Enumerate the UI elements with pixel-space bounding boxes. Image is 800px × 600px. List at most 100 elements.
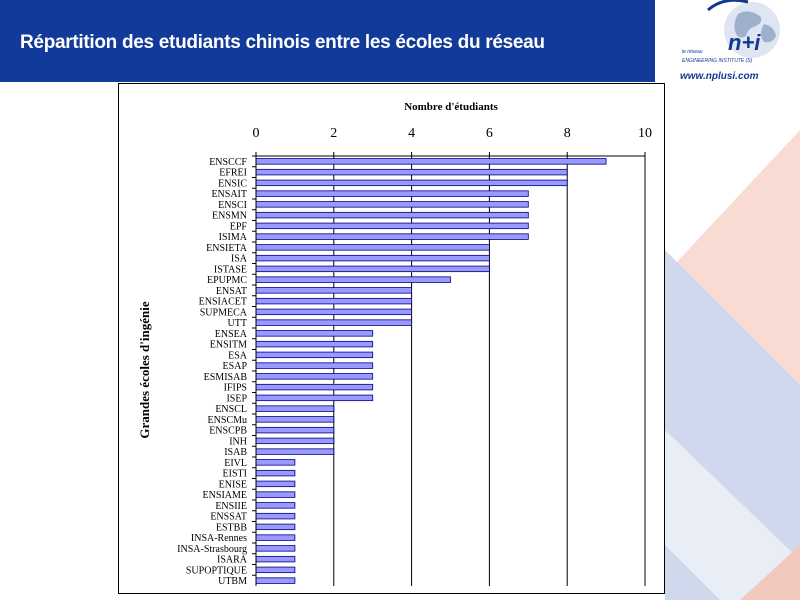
bar [255, 405, 335, 412]
category-label: ISIMA [219, 232, 248, 243]
category-label: ESAP [223, 361, 248, 372]
logo-url-link[interactable]: www.nplusi.com [680, 71, 759, 82]
bar-chart: ENSCCFEFREIENSICENSAITENSCIENSMNEPFISIMA… [137, 101, 653, 587]
bar [255, 502, 296, 509]
bar [255, 534, 296, 541]
category-label: ENSCI [218, 200, 247, 211]
category-label: EIVL [224, 458, 247, 469]
logo-tagline-1: le réseau [682, 49, 703, 55]
category-label: ENSEA [215, 329, 248, 340]
category-label: ENSCCF [209, 157, 247, 168]
category-label: ENSIC [218, 178, 247, 189]
bar [255, 459, 296, 466]
bar [255, 254, 490, 262]
category-label: SUPOPTIQUE [186, 565, 247, 576]
category-label: EISTI [223, 469, 247, 480]
x-tick-label: 10 [638, 126, 652, 141]
category-label: INSA-Rennes [191, 533, 247, 544]
bar [255, 480, 296, 488]
category-label: EPF [230, 221, 248, 232]
axes [252, 152, 646, 586]
x-tick-label: 2 [330, 126, 337, 141]
category-label: ENSCL [215, 404, 247, 415]
bar [255, 545, 296, 552]
slide-title: Répartition des etudiants chinois entre … [20, 32, 545, 53]
bar [255, 362, 374, 369]
bar [255, 330, 374, 337]
logo-globe-icon [707, 0, 780, 58]
category-label: IFIPS [224, 383, 247, 394]
logo-brand: n+i [728, 30, 761, 55]
category-label: ENSAIT [211, 189, 247, 200]
y-axis-label: Grandes écoles d'ingénie [137, 301, 152, 438]
bar [255, 351, 374, 359]
bar [255, 577, 296, 584]
category-label: INSA-Strasbourg [177, 544, 247, 555]
chart-frame: ENSCCF EFREI ENSIC ENSAIT ENSCI ENSMN EPF ISIMA… [118, 83, 665, 594]
bar [255, 276, 451, 283]
bar [255, 437, 335, 445]
category-label: ISTASE [214, 264, 247, 275]
bar [255, 233, 529, 240]
category-label: ENSAT [216, 286, 247, 297]
x-tick-label: 0 [253, 126, 260, 141]
bar [255, 523, 296, 531]
category-label: ENSIACET [199, 297, 247, 308]
bar [255, 265, 490, 273]
category-label: ENSCPB [209, 426, 247, 437]
category-label: ENSIIE [215, 501, 247, 512]
bar [255, 211, 529, 219]
bar [255, 566, 296, 574]
grid-lines [333, 156, 646, 586]
bar [255, 168, 568, 176]
bar [255, 555, 296, 563]
decor-white-diagonal [665, 430, 800, 600]
category-label: UTT [228, 318, 247, 329]
bar [255, 179, 568, 187]
tick-labels: 0 2 4 6 8 10 [253, 126, 653, 141]
header-bar [0, 0, 655, 82]
category-label: ENSIAME [203, 490, 247, 501]
bar [255, 287, 413, 294]
bar [255, 158, 607, 165]
bar [255, 448, 335, 455]
bar [255, 491, 296, 498]
category-label: ENISE [219, 479, 247, 490]
bar [255, 383, 374, 391]
category-label: ISARA [217, 555, 248, 566]
bar [255, 469, 296, 477]
category-label: INH [229, 436, 247, 447]
category-label: ENSSAT [210, 512, 247, 523]
x-tick-label: 8 [564, 126, 571, 141]
decor-pink-corner [740, 545, 800, 600]
category-label: ENSMN [212, 211, 247, 222]
decor-pink-triangle [660, 130, 800, 420]
category-label: SUPMECA [200, 307, 248, 318]
category-label: ISA [231, 254, 248, 265]
bar [255, 308, 413, 316]
x-tick-label: 4 [408, 126, 415, 141]
chart-title: Nombre d'étudiants [404, 101, 498, 113]
bar [255, 340, 374, 348]
x-tick-label: 6 [486, 126, 493, 141]
category-label: ESA [228, 350, 248, 361]
category-label: EPUPMC [207, 275, 247, 286]
bar [255, 426, 335, 434]
category-labels: ENSCCFEFREIENSICENSAITENSCIENSMNEPFISIMA… [177, 157, 248, 587]
bar [255, 394, 374, 402]
bar [255, 416, 335, 423]
category-label: UTBM [218, 576, 247, 587]
category-label: ENSCMu [208, 415, 247, 426]
bar [255, 222, 529, 230]
category-label: ESTBB [216, 522, 247, 533]
category-label: ENSITM [210, 340, 247, 351]
category-label: ISAB [224, 447, 247, 458]
logo-tagline-2: ENGINEERING INSTITUTE (S) [682, 58, 753, 64]
bar [255, 512, 296, 520]
bar [255, 201, 529, 208]
category-label: ENSIETA [206, 243, 248, 254]
bar [255, 373, 374, 380]
bars [255, 158, 607, 584]
bar [255, 190, 529, 197]
